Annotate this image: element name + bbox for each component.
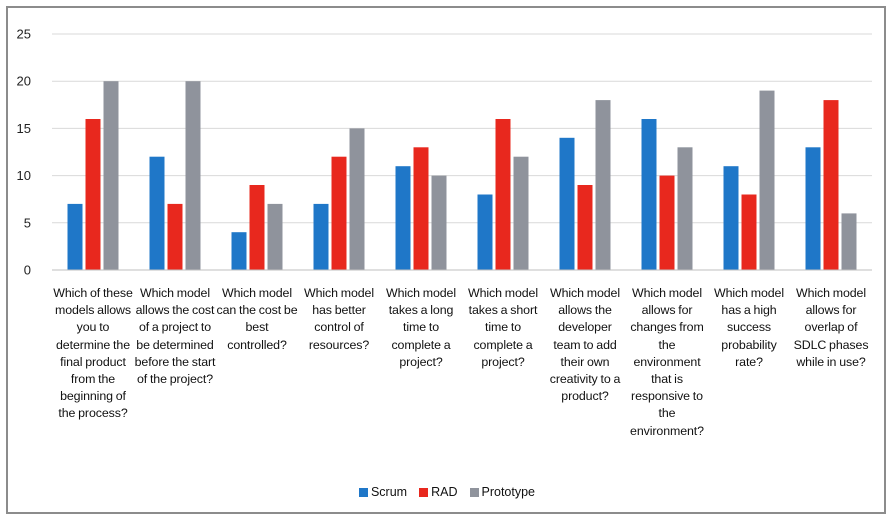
x-category-label: Which model takes a short time to comple…: [467, 286, 538, 369]
y-tick-label: 10: [17, 168, 31, 183]
gridlines: [52, 33, 872, 224]
bar-scrum-9: [723, 166, 739, 270]
x-category-label: Which model allows the cost of a project…: [134, 286, 216, 387]
y-tick-label: 25: [17, 27, 31, 42]
bar-prototype-2: [185, 81, 201, 270]
bar-rad-8: [659, 175, 675, 270]
bar-scrum-2: [149, 156, 165, 270]
bars: [67, 81, 857, 270]
legend-item-prototype: Prototype: [469, 485, 536, 499]
y-tick-label: 5: [24, 215, 31, 230]
legend-label: Scrum: [370, 485, 408, 499]
x-category-label: Which model takes a long time to complet…: [385, 286, 456, 369]
x-category-label: Which model allows the developer team to…: [549, 286, 621, 404]
bar-scrum-3: [231, 232, 247, 270]
bar-rad-9: [741, 194, 757, 270]
legend-label: Prototype: [481, 485, 536, 499]
y-tick-label: 20: [17, 74, 31, 89]
x-category-label: Which model allows for changes from the …: [630, 286, 704, 438]
legend-swatch: [419, 487, 429, 497]
bar-rad-5: [413, 147, 429, 270]
bar-scrum-1: [67, 203, 83, 270]
bar-scrum-6: [477, 194, 493, 270]
bar-prototype-6: [513, 156, 529, 270]
bar-rad-4: [331, 156, 347, 270]
x-category-label: Which model can the cost be best control…: [216, 286, 298, 352]
bar-prototype-3: [267, 203, 283, 270]
bar-scrum-8: [641, 119, 657, 270]
bar-rad-3: [249, 185, 265, 270]
bar-prototype-10: [841, 213, 857, 270]
bar-scrum-10: [805, 147, 821, 270]
x-category-label: Which of these models allows you to dete…: [53, 286, 133, 421]
y-tick-label: 0: [24, 263, 31, 278]
bar-rad-6: [495, 119, 511, 270]
legend-swatch: [358, 487, 368, 497]
legend-swatch: [469, 487, 479, 497]
bar-rad-7: [577, 185, 593, 270]
bar-prototype-1: [103, 81, 119, 270]
bar-rad-2: [167, 203, 183, 270]
bar-rad-10: [823, 100, 839, 270]
bar-prototype-7: [595, 100, 611, 270]
legend-item-rad: RAD: [419, 485, 458, 499]
x-category-label: Which model has better control of resour…: [303, 286, 374, 352]
legend-label: RAD: [431, 485, 458, 499]
bar-prototype-5: [431, 175, 447, 270]
bar-prototype-8: [677, 147, 693, 270]
bar-rad-1: [85, 119, 101, 270]
x-category-label: Which model has a high success probabili…: [713, 286, 784, 369]
x-category-label: Which model allows for overlap of SDLC p…: [793, 286, 869, 369]
bar-prototype-4: [349, 128, 365, 270]
legend: Scrum RAD Prototype: [0, 485, 894, 499]
legend-item-scrum: Scrum: [358, 485, 408, 499]
y-axis-ticks: 0 5 10 15 20 25: [17, 27, 31, 278]
bar-prototype-9: [759, 90, 775, 270]
y-tick-label: 15: [17, 121, 31, 136]
bar-scrum-4: [313, 203, 329, 270]
bar-scrum-7: [559, 137, 575, 270]
bar-scrum-5: [395, 166, 411, 270]
